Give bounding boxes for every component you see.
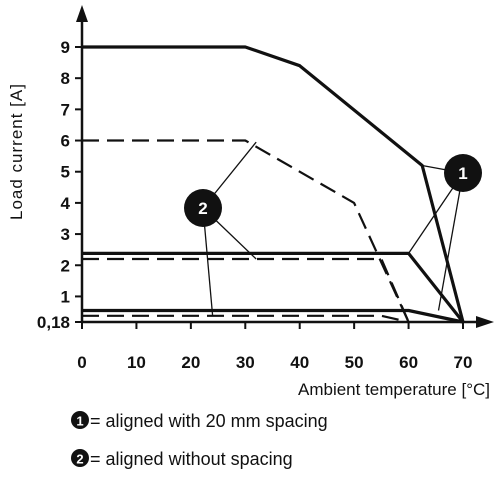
- x-tick-label-40: 40: [290, 353, 309, 372]
- curves-layer: [82, 45, 465, 324]
- y-tick-label-2: 2: [61, 256, 70, 275]
- legend-entry-1: 1 = aligned with 20 mm spacing: [71, 411, 328, 431]
- curve-2-dashed-5: [82, 257, 410, 323]
- y-tick-label-7: 7: [61, 100, 70, 119]
- x-tick-label-30: 30: [236, 353, 255, 372]
- y-tick-label-8: 8: [61, 69, 70, 88]
- curve-1-solid-1: [82, 45, 465, 323]
- marker-layer: 12: [184, 154, 482, 227]
- x-tick-label-20: 20: [181, 353, 200, 372]
- callout-marker-2: [184, 189, 222, 227]
- legend-marker-1-label: 1: [76, 414, 83, 429]
- x-tick-label-0: 0: [77, 353, 86, 372]
- y-tick-label-9: 9: [61, 38, 70, 57]
- tick-layer: 0 10 20 30 40 50 60 70 0,18 1 2 3 4 5 6 7 8 9: [37, 38, 473, 372]
- y-tick-label-4: 4: [61, 194, 71, 213]
- legend-entry-1-text: = aligned with 20 mm spacing: [90, 411, 328, 431]
- legend-marker-2-label: 2: [76, 452, 83, 467]
- x-tick-label-10: 10: [127, 353, 146, 372]
- legend-entry-2-text: = aligned without spacing: [90, 449, 293, 469]
- y-tick-label-5: 5: [61, 163, 70, 182]
- curve-2-dashed-4: [82, 139, 410, 323]
- y-tick-label-1: 1: [61, 287, 70, 306]
- x-tick-label-50: 50: [345, 353, 364, 372]
- y-axis-title: Load current [A]: [7, 83, 26, 220]
- callout-marker-2-label: 2: [198, 199, 207, 218]
- y-tick-label-3: 3: [61, 225, 70, 244]
- callout-marker-1-label: 1: [458, 164, 467, 183]
- y-axis-arrowhead: [76, 5, 88, 22]
- curve-1-solid-3: [82, 308, 464, 324]
- x-axis-title: Ambient temperature [°C]: [298, 380, 490, 399]
- x-tick-label-70: 70: [454, 353, 473, 372]
- x-tick-label-60: 60: [399, 353, 418, 372]
- callout-marker-1: [444, 154, 482, 192]
- legend-marker-2: [71, 449, 89, 467]
- legend: 1 = aligned with 20 mm spacing 2 = align…: [71, 411, 328, 469]
- legend-marker-1: [71, 411, 89, 429]
- x-axis-arrowhead: [476, 316, 494, 328]
- y-tick-label-6: 6: [61, 132, 70, 151]
- leader-line-1-3: [437, 172, 464, 311]
- y-tick-label-0,18: 0,18: [37, 313, 70, 332]
- legend-entry-2: 2 = aligned without spacing: [71, 449, 293, 469]
